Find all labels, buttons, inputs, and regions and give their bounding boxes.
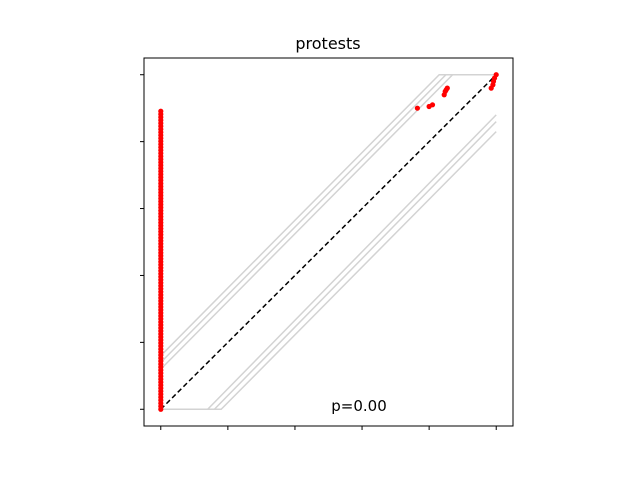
- x-axis-ticks: [160, 426, 497, 430]
- data-point: [158, 108, 164, 114]
- envelope-line: [160, 131, 497, 411]
- envelope-line: [160, 114, 497, 411]
- data-point: [493, 72, 499, 78]
- y-axis-ticks: [140, 74, 144, 410]
- reference-diagonal: [160, 74, 497, 410]
- chart-title: protests: [295, 34, 360, 53]
- p-value-annotation: p=0.00: [331, 397, 387, 415]
- data-point: [414, 105, 420, 111]
- plot-frame: [143, 57, 514, 427]
- envelope-line: [160, 121, 497, 411]
- envelope-line: [160, 73, 497, 357]
- envelope-curves: [160, 73, 497, 411]
- diagonal-line: [160, 74, 497, 410]
- envelope-line: [160, 73, 497, 370]
- data-point: [429, 102, 436, 108]
- data-point: [444, 85, 450, 91]
- data-points: [158, 72, 499, 412]
